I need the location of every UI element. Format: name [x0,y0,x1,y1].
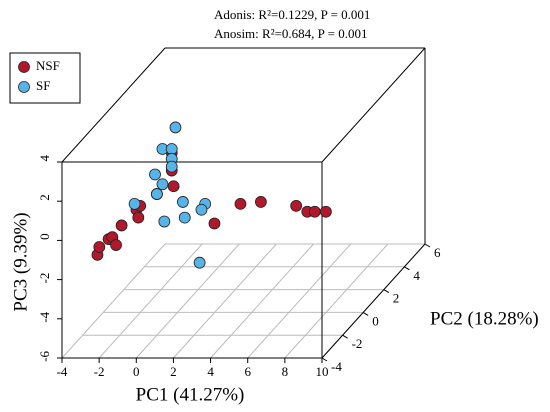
legend-label: SF [36,78,50,93]
z-tick-label: 0 [37,233,52,240]
legend-label: NSF [36,58,60,73]
point [254,196,267,208]
y-tick-label: -2 [352,336,363,351]
y-tick-label: 4 [413,268,420,283]
floor-grid-line [135,243,240,359]
point [165,143,178,155]
z-tick-label: -4 [37,311,52,322]
z-tick-label: -6 [37,351,52,362]
z-tick-label: -2 [37,273,52,284]
point [156,178,169,191]
point [93,241,106,253]
x-tick-label: -4 [57,364,68,379]
legend-marker [18,81,30,93]
x-tick-label: 10 [316,364,329,379]
legend-box [9,52,81,104]
point [178,211,191,224]
floor-grid-line [247,243,352,359]
box-edge [321,243,426,359]
point [195,203,208,216]
z-axis-label: PC3 (9.39%) [10,212,31,311]
legend-marker [18,61,30,73]
box-edge [61,47,166,163]
point [176,196,189,208]
point [150,188,163,200]
y-tick [383,289,390,294]
annotation: Anosim: R²=0.684, P = 0.001 [214,26,368,41]
box-edge [321,47,426,163]
z-tick-label: 4 [37,155,52,162]
y-tick-label: 6 [434,245,441,260]
x-tick-label: -2 [94,364,105,379]
point [110,239,122,251]
point [208,217,221,230]
point [165,160,178,173]
point [115,219,128,232]
floor-grid-line [210,243,314,359]
y-tick-label: 2 [393,291,400,306]
y-tick [424,243,431,248]
point [132,211,145,224]
point [234,197,247,210]
y-tick [404,266,410,271]
point [319,205,332,218]
point [158,215,171,228]
x-tick-label: 6 [244,364,251,379]
point [308,205,321,218]
point [169,121,182,134]
y-tick [342,334,348,339]
y-tick [362,311,369,316]
x-tick-label: 2 [170,364,177,379]
floor-grid-line [173,243,277,359]
point [128,197,141,210]
y-tick-label: 0 [372,313,379,328]
x-axis-label: PC1 (41.27%) [136,384,245,405]
x-tick-label: 8 [282,364,289,379]
y-tick-label: -4 [331,359,342,374]
y-tick [321,357,328,362]
point [167,180,180,193]
x-tick-label: 4 [207,364,214,379]
point [193,256,206,269]
z-tick-label: 2 [37,194,52,201]
y-axis-label: PC2 (18.28%) [430,308,539,329]
point [290,199,303,212]
floor-grid-line [98,243,203,359]
x-tick-label: 0 [133,364,140,379]
point [149,168,161,181]
floor-grid-line [61,243,166,359]
annotation: Adonis: R²=0.1229, P = 0.001 [214,7,370,22]
floor-grid-line [284,243,389,359]
